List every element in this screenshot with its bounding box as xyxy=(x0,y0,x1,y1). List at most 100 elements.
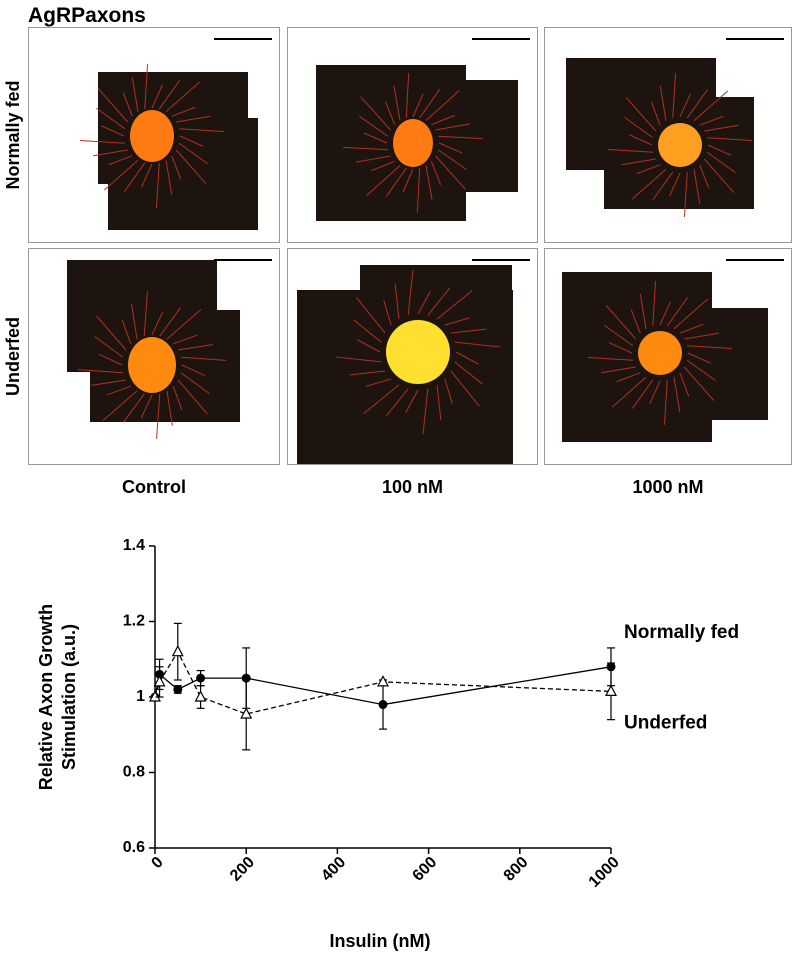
image-tile xyxy=(466,80,518,192)
axon xyxy=(624,116,654,139)
explant xyxy=(393,119,433,167)
axon xyxy=(405,73,410,118)
axon xyxy=(621,158,656,166)
axon xyxy=(98,353,123,366)
axon xyxy=(686,89,709,119)
axon xyxy=(608,342,633,354)
axon xyxy=(631,168,667,200)
axon xyxy=(343,146,388,151)
axon xyxy=(444,378,453,404)
axon xyxy=(371,160,395,172)
axon xyxy=(141,163,153,188)
x-tick-label: 800 xyxy=(501,854,532,885)
axon xyxy=(438,135,483,140)
axon xyxy=(173,334,198,345)
axon xyxy=(687,352,712,364)
axon xyxy=(693,169,701,204)
axon xyxy=(394,283,400,320)
axon xyxy=(366,378,392,387)
axon xyxy=(180,372,210,394)
explant xyxy=(386,320,450,384)
axon xyxy=(628,134,653,146)
y-tick-label: 0.8 xyxy=(123,764,145,781)
axon xyxy=(450,370,480,407)
data-point xyxy=(377,675,389,687)
axon xyxy=(122,92,133,117)
axon xyxy=(450,328,487,334)
axon xyxy=(166,309,202,340)
data-point xyxy=(194,690,207,702)
axon xyxy=(436,290,473,320)
axon xyxy=(363,132,388,144)
axon xyxy=(108,155,133,166)
axon xyxy=(588,356,633,361)
micrograph-panel xyxy=(287,27,538,243)
axon xyxy=(604,324,634,347)
axon xyxy=(159,307,181,337)
axon xyxy=(180,356,226,361)
y-tick-label: 1.4 xyxy=(123,537,145,554)
axon xyxy=(699,164,710,189)
axon xyxy=(605,304,637,340)
axon xyxy=(121,319,132,344)
axon xyxy=(100,125,125,137)
data-point xyxy=(196,673,206,683)
axon xyxy=(407,270,414,316)
axon xyxy=(106,385,131,396)
axon xyxy=(176,115,211,123)
x-tick-label: 600 xyxy=(410,854,441,885)
axon xyxy=(156,393,161,439)
axon xyxy=(94,336,124,358)
axon xyxy=(144,64,149,109)
axon xyxy=(402,168,414,193)
explant xyxy=(658,123,702,167)
column-label: Control xyxy=(122,477,186,497)
axon xyxy=(91,379,127,386)
data-point xyxy=(605,684,617,696)
row-label: Normally fed xyxy=(3,80,23,189)
axon xyxy=(178,142,208,165)
axon xyxy=(360,96,391,131)
x-tick-label: 0 xyxy=(148,854,166,872)
axon xyxy=(639,294,647,329)
axon xyxy=(349,370,386,376)
axon xyxy=(155,163,160,208)
axon xyxy=(666,297,689,327)
micrograph-panel xyxy=(28,27,280,243)
y-axis-title: Relative Axon Growth xyxy=(36,604,56,790)
x-tick-label: 1000 xyxy=(586,854,623,891)
y-tick-label: 1.2 xyxy=(123,613,145,630)
axon xyxy=(663,380,668,425)
axon xyxy=(608,148,653,153)
axon xyxy=(436,384,442,421)
figure-title: AgRPaxons xyxy=(28,4,146,27)
axon xyxy=(679,372,690,397)
axon xyxy=(393,86,401,121)
axon xyxy=(78,369,124,374)
explant xyxy=(638,331,682,375)
data-point xyxy=(153,675,166,687)
data-point xyxy=(173,684,183,694)
micrograph-panel xyxy=(28,248,280,465)
axon xyxy=(131,304,138,340)
axon xyxy=(158,80,181,110)
axon xyxy=(435,123,470,131)
axon xyxy=(693,90,729,122)
axon xyxy=(358,115,389,137)
axon xyxy=(455,351,480,365)
axon xyxy=(356,155,391,163)
axon xyxy=(416,168,421,213)
data-point xyxy=(378,700,388,710)
axon xyxy=(177,379,208,415)
axon xyxy=(356,339,381,353)
data-point xyxy=(171,644,184,657)
axon xyxy=(412,93,424,118)
x-tick-label: 400 xyxy=(318,854,349,885)
axon xyxy=(707,137,752,142)
image-tile xyxy=(316,65,466,221)
axon xyxy=(366,165,401,196)
axon xyxy=(179,128,224,133)
series-label: Normally fed xyxy=(624,622,739,643)
axon xyxy=(353,319,382,343)
